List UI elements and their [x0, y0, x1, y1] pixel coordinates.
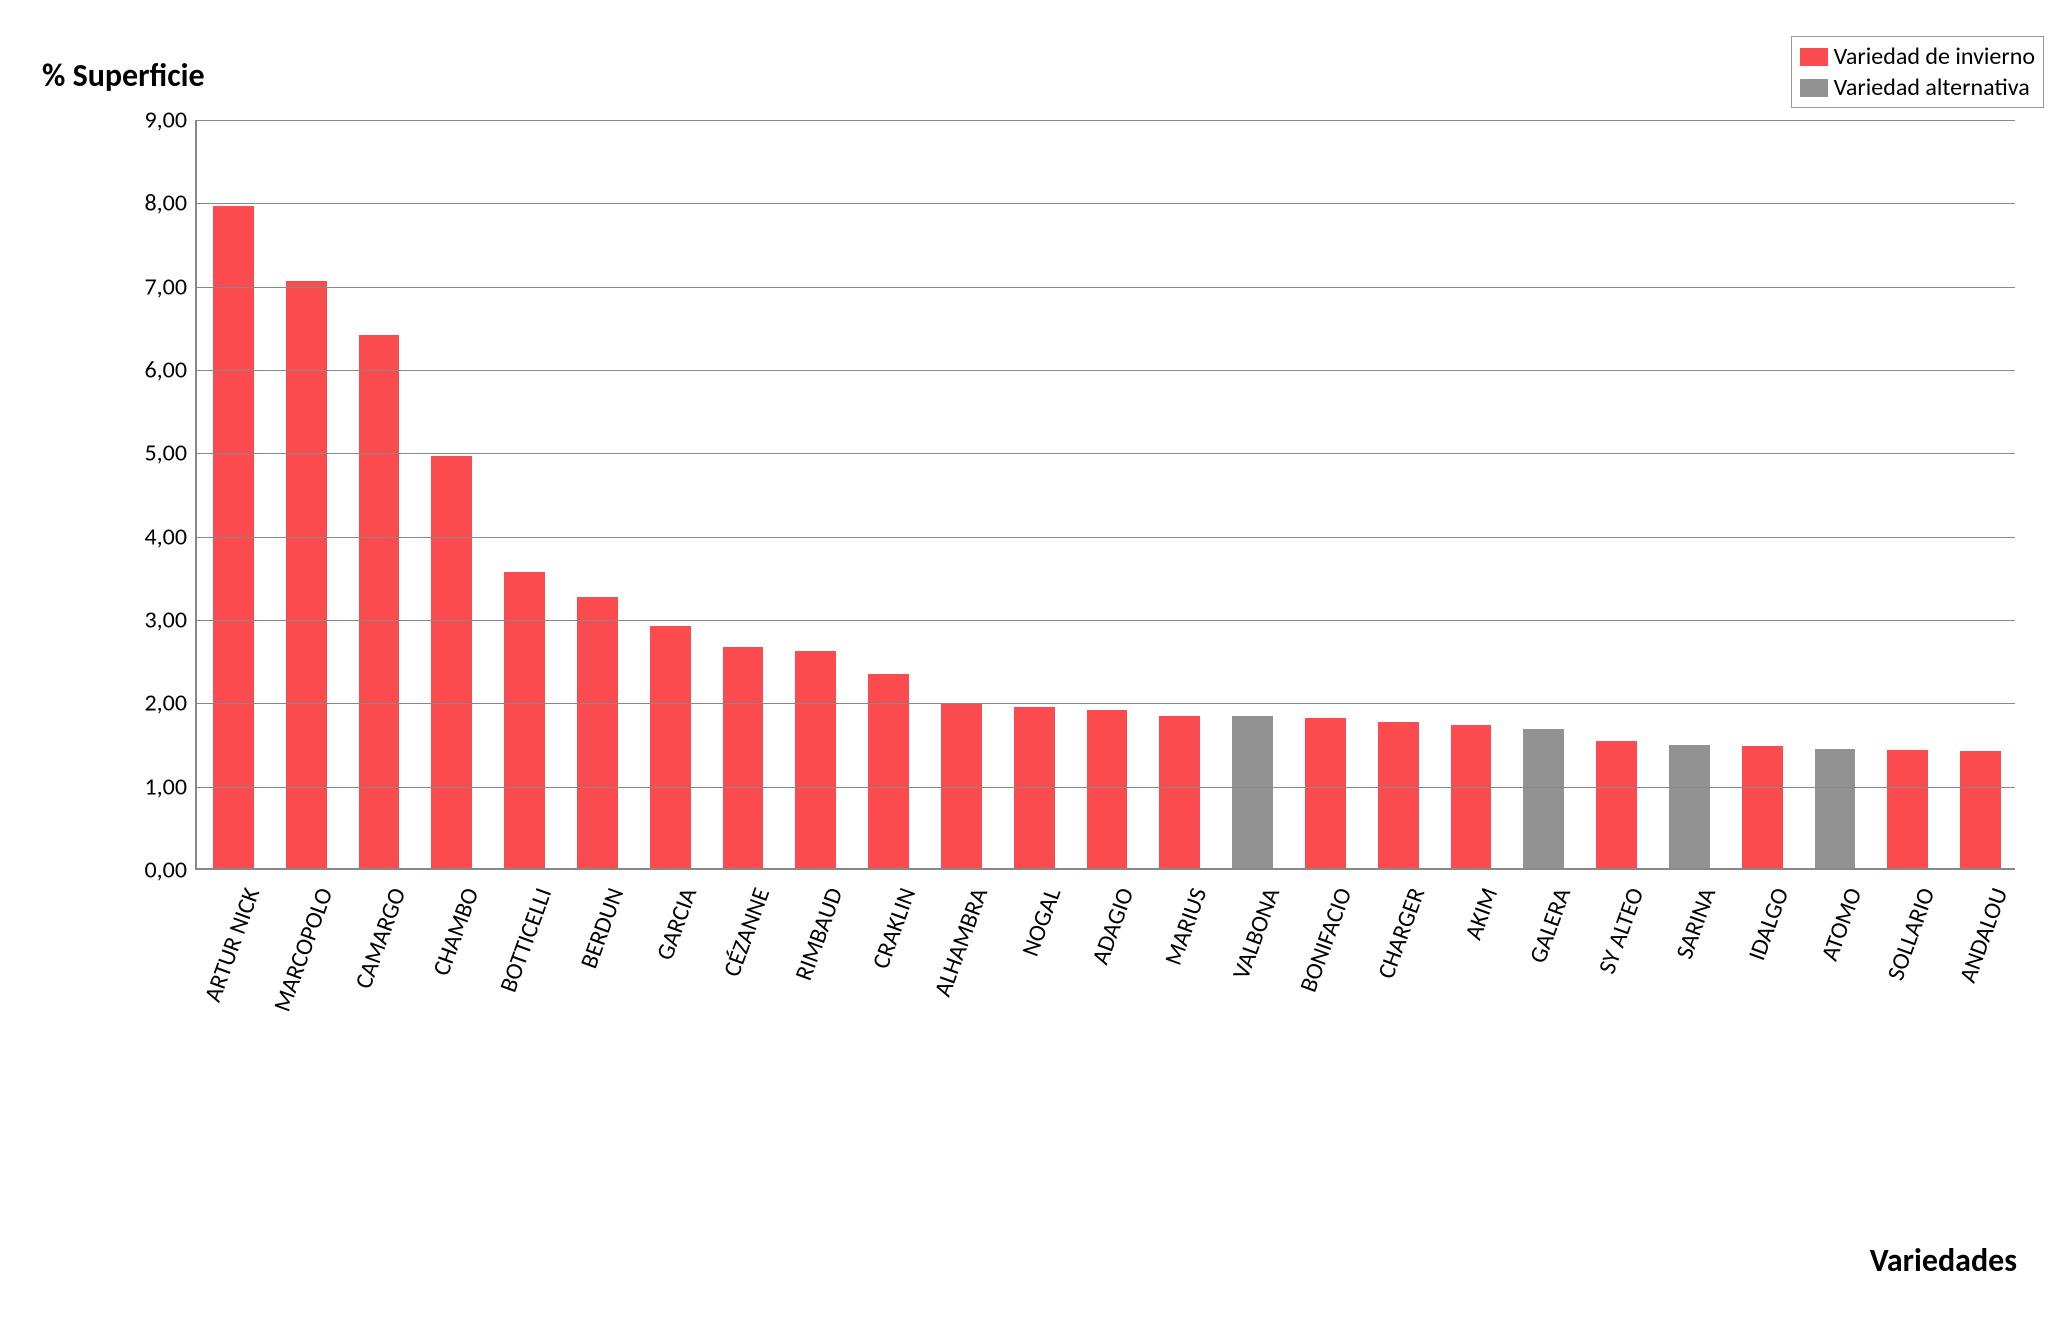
x-tick-label: MARIUS — [1158, 884, 1213, 969]
y-tick-label: 1,00 — [145, 772, 187, 801]
bar — [1378, 722, 1419, 868]
bar — [1087, 710, 1128, 868]
x-tick-label: GARCIA — [651, 884, 704, 964]
bar — [1742, 746, 1783, 869]
legend-item: Variedad alternativa — [1800, 72, 2035, 103]
x-tick-label: CRAKLIN — [866, 884, 922, 973]
legend-label: Variedad de invierno — [1834, 41, 2035, 72]
bar — [504, 572, 545, 868]
legend-label: Variedad alternativa — [1834, 72, 2030, 103]
x-tick-label: SY ALTEO — [1592, 884, 1650, 978]
bar — [1523, 729, 1564, 868]
legend-swatch — [1800, 79, 1828, 97]
x-ticks: ARTUR NICKMARCOPOLOCAMARGO CHAMBOBOTTICEL… — [195, 884, 2015, 1284]
gridline — [197, 620, 2015, 621]
gridline — [197, 453, 2015, 454]
x-tick-label: AKIM — [1459, 884, 1504, 944]
y-tick-label: 4,00 — [145, 522, 187, 551]
plot-area — [195, 120, 2015, 870]
x-tick-label: CHARGER — [1372, 884, 1432, 983]
x-tick-label: SARINA — [1670, 884, 1722, 963]
bar — [723, 647, 764, 868]
bar — [1451, 725, 1492, 868]
gridline — [197, 787, 2015, 788]
bar — [1960, 751, 2001, 868]
x-tick-label: MARCOPOLO — [268, 884, 340, 1016]
bar — [286, 281, 327, 869]
y-tick-label: 8,00 — [145, 189, 187, 218]
bar — [941, 703, 982, 868]
barchart-superficie: % Superficie Variedad de inviernoVarieda… — [20, 20, 2057, 1316]
bar — [1305, 718, 1346, 868]
legend-swatch — [1800, 48, 1828, 66]
x-tick-label: ARTUR NICK — [199, 884, 267, 1006]
x-tick-label: VALBONA — [1226, 884, 1286, 983]
legend: Variedad de inviernoVariedad alternativa — [1791, 36, 2044, 108]
bar — [359, 335, 400, 868]
y-tick-label: 6,00 — [145, 356, 187, 385]
x-tick-label: ADAGIO — [1086, 884, 1140, 968]
x-tick-label: CHAMBO — [427, 884, 485, 980]
x-tick-label: SOLLARIO — [1881, 884, 1941, 984]
x-tick-label: BOTTICELLI — [493, 884, 557, 996]
bar — [1815, 749, 1856, 868]
x-tick-label: GALERA — [1523, 884, 1577, 967]
x-tick-label: ANDALOU — [1953, 884, 2014, 987]
x-tick-label: BONIFACIO — [1294, 884, 1358, 996]
x-tick-label: IDALGO — [1743, 884, 1796, 964]
y-tick-label: 5,00 — [145, 439, 187, 468]
gridline — [197, 703, 2015, 704]
bars-container — [197, 120, 2015, 868]
x-axis-title: Variedades — [1870, 1241, 2017, 1280]
x-tick-label: NOGAL — [1016, 884, 1067, 960]
gridline — [197, 203, 2015, 204]
y-tick-label: 0,00 — [145, 856, 187, 885]
gridline — [197, 287, 2015, 288]
y-tick-label: 7,00 — [145, 272, 187, 301]
gridline — [197, 120, 2015, 121]
x-tick-label: ATOMO — [1815, 884, 1868, 965]
bar — [650, 626, 691, 868]
bar — [577, 597, 618, 868]
y-axis-title: % Superficie — [42, 56, 205, 95]
y-tick-label: 2,00 — [145, 689, 187, 718]
gridline — [197, 370, 2015, 371]
bar — [1232, 716, 1273, 868]
bar — [1596, 741, 1637, 869]
y-tick-label: 9,00 — [145, 106, 187, 135]
x-tick-label: ALHAMBRA — [929, 884, 995, 1000]
bar — [1159, 716, 1200, 869]
x-tick-label: CAMARGO — [349, 884, 412, 993]
bar — [795, 651, 836, 868]
x-tick-label: RIMBAUD — [789, 884, 849, 984]
x-tick-label: BERDUN — [575, 884, 631, 972]
x-tick-label: CÉZANNE — [717, 884, 776, 980]
bar — [1669, 745, 1710, 868]
legend-item: Variedad de invierno — [1800, 41, 2035, 72]
y-tick-label: 3,00 — [145, 606, 187, 635]
y-ticks: 0,001,002,003,004,005,006,007,008,009,00 — [20, 120, 195, 870]
bar — [431, 456, 472, 869]
gridline — [197, 537, 2015, 538]
bar — [1887, 750, 1928, 868]
